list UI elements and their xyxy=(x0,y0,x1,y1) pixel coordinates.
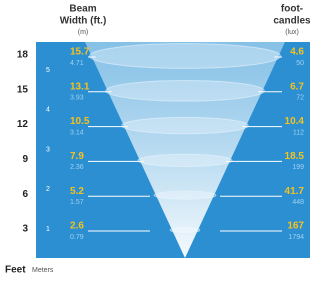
foot-candles: 10.4 xyxy=(285,116,305,127)
feet-label: 18 xyxy=(17,50,29,61)
beam-title: Beam xyxy=(69,4,96,15)
footer-meters: Meters xyxy=(32,267,54,274)
feet-label: 3 xyxy=(22,224,28,235)
foot-candles: 4.6 xyxy=(290,47,304,58)
fc-title: foot- xyxy=(281,4,303,15)
fc-unit: (lux) xyxy=(285,29,299,36)
lux: 72 xyxy=(296,95,304,102)
beam-diagram: Beam Width (ft.) (m) foot- candles (lux)… xyxy=(0,0,310,282)
beam-m: 1.57 xyxy=(70,199,84,206)
beam-ft: 2.6 xyxy=(70,221,84,232)
meter-label: 5 xyxy=(46,67,50,74)
beam-ft: 7.9 xyxy=(70,151,84,162)
beam-ring xyxy=(122,117,248,133)
beam-m: 3.93 xyxy=(70,95,84,102)
lux: 1794 xyxy=(288,234,304,241)
foot-candles: 6.7 xyxy=(290,81,304,92)
beam-m: 3.14 xyxy=(70,129,84,136)
footer-feet: Feet xyxy=(5,265,26,276)
beam-ft: 15.7 xyxy=(70,47,90,58)
beam-title: Width (ft.) xyxy=(60,16,107,27)
lux: 199 xyxy=(292,164,304,171)
foot-candles: 18.5 xyxy=(285,151,305,162)
meter-label: 4 xyxy=(46,107,50,114)
feet-label: 9 xyxy=(22,154,28,165)
fc-title: candles xyxy=(273,16,310,27)
beam-unit: (m) xyxy=(78,29,89,36)
beam-ft: 5.2 xyxy=(70,186,84,197)
beam-ft: 10.5 xyxy=(70,116,90,127)
beam-m: 4.71 xyxy=(70,60,84,67)
feet-label: 12 xyxy=(17,119,29,130)
beam-ring xyxy=(138,154,232,166)
beam-ring xyxy=(170,227,200,233)
beam-ring xyxy=(106,80,265,101)
meter-label: 1 xyxy=(46,226,50,233)
beam-ring xyxy=(154,191,216,199)
beam-m: 0.79 xyxy=(70,234,84,241)
lux: 50 xyxy=(296,60,304,67)
meter-label: 2 xyxy=(46,186,50,193)
lux: 448 xyxy=(292,199,304,206)
meter-label: 3 xyxy=(46,146,50,153)
feet-label: 15 xyxy=(17,84,29,95)
beam-ft: 13.1 xyxy=(70,81,90,92)
foot-candles: 167 xyxy=(287,221,304,232)
beam-m: 2.36 xyxy=(70,164,84,171)
beam-ring xyxy=(90,44,281,69)
lux: 112 xyxy=(293,129,304,136)
foot-candles: 41.7 xyxy=(285,186,305,197)
feet-label: 6 xyxy=(22,189,28,200)
